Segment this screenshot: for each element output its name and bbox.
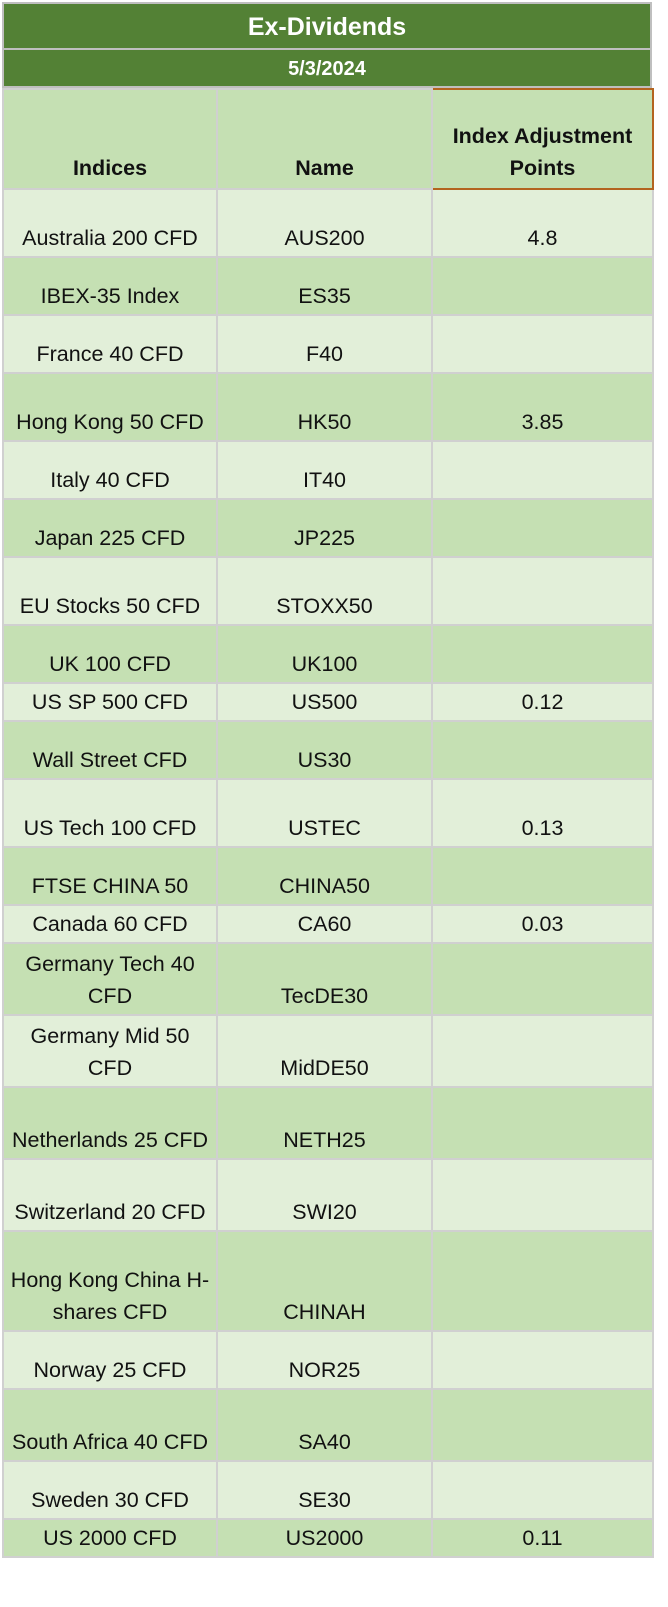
cell-adjustment-points — [431, 256, 654, 316]
header-indices: Indices — [2, 88, 218, 190]
table-row: Canada 60 CFD CA60 0.03 — [2, 904, 654, 944]
table-row: Germany Mid 50 CFD MidDE50 — [2, 1014, 654, 1088]
cell-name: CHINAH — [216, 1230, 433, 1332]
table-row: Norway 25 CFD NOR25 — [2, 1330, 654, 1390]
cell-index: US 2000 CFD — [2, 1518, 218, 1558]
cell-index: US SP 500 CFD — [2, 682, 218, 722]
cell-adjustment-points — [431, 314, 654, 374]
cell-index: US Tech 100 CFD — [2, 778, 218, 848]
table-row: US Tech 100 CFD USTEC 0.13 — [2, 778, 654, 848]
table-row: EU Stocks 50 CFD STOXX50 — [2, 556, 654, 626]
cell-index: Canada 60 CFD — [2, 904, 218, 944]
header-adjustment-points: Index Adjustment Points — [431, 88, 654, 190]
cell-index: Wall Street CFD — [2, 720, 218, 780]
table-row: UK 100 CFD UK100 — [2, 624, 654, 684]
cell-adjustment-points — [431, 720, 654, 780]
table-row: Australia 200 CFD AUS200 4.8 — [2, 188, 654, 258]
cell-index: EU Stocks 50 CFD — [2, 556, 218, 626]
cell-name: CHINA50 — [216, 846, 433, 906]
cell-adjustment-points: 0.03 — [431, 904, 654, 944]
cell-index: FTSE CHINA 50 — [2, 846, 218, 906]
cell-name: ES35 — [216, 256, 433, 316]
header-row: Indices Name Index Adjustment Points — [2, 88, 654, 190]
sheet-title: Ex-Dividends — [2, 2, 652, 50]
header-name: Name — [216, 88, 433, 190]
cell-index: Italy 40 CFD — [2, 440, 218, 500]
cell-adjustment-points — [431, 498, 654, 558]
table-row: Wall Street CFD US30 — [2, 720, 654, 780]
cell-adjustment-points — [431, 1388, 654, 1462]
cell-name: UK100 — [216, 624, 433, 684]
cell-name: TecDE30 — [216, 942, 433, 1016]
cell-name: US2000 — [216, 1518, 433, 1558]
cell-index: Australia 200 CFD — [2, 188, 218, 258]
table-row: US 2000 CFD US2000 0.11 — [2, 1518, 654, 1558]
sheet-date: 5/3/2024 — [2, 48, 652, 88]
table-row: Sweden 30 CFD SE30 — [2, 1460, 654, 1520]
table-row: Netherlands 25 CFD NETH25 — [2, 1086, 654, 1160]
ex-dividends-table: Indices Name Index Adjustment Points Aus… — [2, 88, 654, 1558]
cell-adjustment-points — [431, 1086, 654, 1160]
cell-adjustment-points — [431, 556, 654, 626]
table-row: Hong Kong China H-shares CFD CHINAH — [2, 1230, 654, 1332]
table-row: US SP 500 CFD US500 0.12 — [2, 682, 654, 722]
table-row: IBEX-35 Index ES35 — [2, 256, 654, 316]
cell-index: IBEX-35 Index — [2, 256, 218, 316]
cell-name: SE30 — [216, 1460, 433, 1520]
cell-adjustment-points — [431, 1014, 654, 1088]
cell-name: NOR25 — [216, 1330, 433, 1390]
table-row: Japan 225 CFD JP225 — [2, 498, 654, 558]
table-row: South Africa 40 CFD SA40 — [2, 1388, 654, 1462]
table-row: FTSE CHINA 50 CHINA50 — [2, 846, 654, 906]
cell-adjustment-points: 0.12 — [431, 682, 654, 722]
cell-adjustment-points — [431, 942, 654, 1016]
cell-adjustment-points: 0.13 — [431, 778, 654, 848]
cell-adjustment-points — [431, 1460, 654, 1520]
cell-index: Netherlands 25 CFD — [2, 1086, 218, 1160]
cell-adjustment-points — [431, 1158, 654, 1232]
cell-index: Switzerland 20 CFD — [2, 1158, 218, 1232]
cell-index: Sweden 30 CFD — [2, 1460, 218, 1520]
cell-name: F40 — [216, 314, 433, 374]
cell-index: Hong Kong China H-shares CFD — [2, 1230, 218, 1332]
table-row: Italy 40 CFD IT40 — [2, 440, 654, 500]
cell-name: NETH25 — [216, 1086, 433, 1160]
table-row: France 40 CFD F40 — [2, 314, 654, 374]
cell-index: France 40 CFD — [2, 314, 218, 374]
cell-name: SWI20 — [216, 1158, 433, 1232]
cell-name: IT40 — [216, 440, 433, 500]
cell-name: US500 — [216, 682, 433, 722]
cell-adjustment-points — [431, 1230, 654, 1332]
cell-adjustment-points — [431, 1330, 654, 1390]
cell-name: US30 — [216, 720, 433, 780]
ex-dividends-sheet: Ex-Dividends 5/3/2024 Indices Name Index… — [2, 2, 654, 1558]
cell-adjustment-points: 3.85 — [431, 372, 654, 442]
cell-name: USTEC — [216, 778, 433, 848]
cell-adjustment-points: 0.11 — [431, 1518, 654, 1558]
cell-name: HK50 — [216, 372, 433, 442]
table-row: Germany Tech 40 CFD TecDE30 — [2, 942, 654, 1016]
cell-name: CA60 — [216, 904, 433, 944]
cell-adjustment-points — [431, 846, 654, 906]
cell-index: Germany Tech 40 CFD — [2, 942, 218, 1016]
cell-index: Hong Kong 50 CFD — [2, 372, 218, 442]
cell-adjustment-points — [431, 440, 654, 500]
cell-name: AUS200 — [216, 188, 433, 258]
cell-index: South Africa 40 CFD — [2, 1388, 218, 1462]
table-body: Australia 200 CFD AUS200 4.8 IBEX-35 Index E… — [2, 188, 654, 1558]
cell-adjustment-points — [431, 624, 654, 684]
cell-name: JP225 — [216, 498, 433, 558]
cell-index: UK 100 CFD — [2, 624, 218, 684]
cell-name: SA40 — [216, 1388, 433, 1462]
cell-adjustment-points: 4.8 — [431, 188, 654, 258]
cell-index: Germany Mid 50 CFD — [2, 1014, 218, 1088]
table-row: Hong Kong 50 CFD HK50 3.85 — [2, 372, 654, 442]
cell-name: STOXX50 — [216, 556, 433, 626]
table-row: Switzerland 20 CFD SWI20 — [2, 1158, 654, 1232]
cell-name: MidDE50 — [216, 1014, 433, 1088]
cell-index: Norway 25 CFD — [2, 1330, 218, 1390]
cell-index: Japan 225 CFD — [2, 498, 218, 558]
